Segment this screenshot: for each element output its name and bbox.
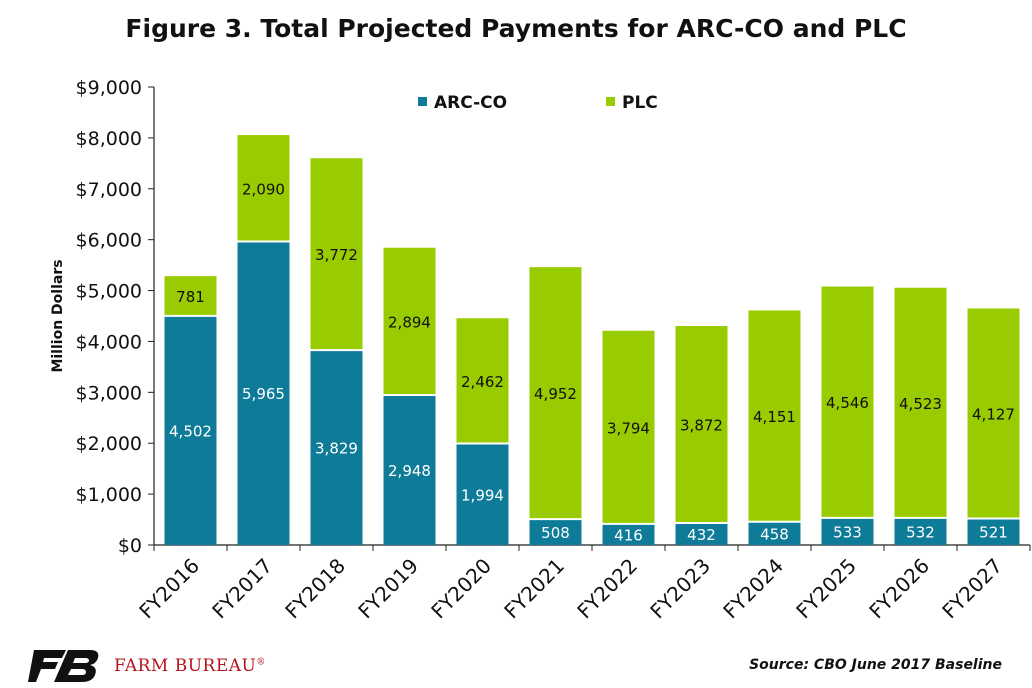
data-label-plc: 781 [176,288,205,306]
data-label-arc-co: 416 [614,526,643,544]
farm-bureau-logo: FARM BUREAU® [28,648,266,684]
y-tick-label: $5,000 [76,281,142,303]
data-label-arc-co: 508 [541,524,570,542]
x-tick-label: FY2016 [134,554,204,624]
data-label-plc: 4,151 [753,408,796,426]
x-tick-label: FY2021 [499,554,569,624]
data-label-plc: 2,894 [388,313,431,331]
data-label-arc-co: 3,829 [315,440,358,458]
legend-label: ARC-CO [434,93,507,113]
data-label-plc: 4,952 [534,385,577,403]
x-tick-label: FY2018 [280,554,350,624]
data-label-plc: 4,546 [826,394,869,412]
legend-swatch [606,97,615,106]
data-label-plc: 3,794 [607,419,650,437]
y-tick-label: $7,000 [76,179,142,201]
data-label-arc-co: 533 [833,523,862,541]
x-tick-label: FY2017 [207,554,277,624]
farm-bureau-wordmark: FARM BUREAU® [114,656,266,676]
source-note: Source: CBO June 2017 Baseline [749,657,1002,673]
x-tick-label: FY2022 [572,554,642,624]
legend-label: PLC [622,93,658,113]
x-tick-label: FY2027 [937,554,1007,624]
data-label-plc: 4,523 [899,395,942,413]
x-tick-label: FY2020 [426,554,496,624]
data-label-arc-co: 2,948 [388,462,431,480]
data-label-plc: 2,462 [461,373,504,391]
stacked-bar-chart: $0 $1,000 $2,000 $3,000 $4,000 $5,000 $6,000 $7… [0,0,1032,688]
y-tick-label: $1,000 [76,484,142,506]
data-label-plc: 3,772 [315,246,358,264]
x-tick-label: FY2025 [791,554,861,624]
y-tick-label: $6,000 [76,230,142,252]
data-label-arc-co: 5,965 [242,385,285,403]
legend-swatch [418,97,427,106]
data-label-arc-co: 4,502 [169,422,212,440]
y-axis-title: Million Dollars [50,259,66,372]
y-tick-label: $9,000 [76,77,142,99]
y-tick-label: $4,000 [76,331,142,353]
y-tick-label: $0 [118,535,142,557]
data-label-arc-co: 1,994 [461,486,504,504]
x-tick-label: FY2019 [353,554,423,624]
y-tick-label: $2,000 [76,433,142,455]
data-label-arc-co: 532 [906,523,935,541]
data-label-plc: 3,872 [680,416,723,434]
y-tick-label: $3,000 [76,382,142,404]
fb-logo-icon [28,648,102,684]
data-label-arc-co: 432 [687,526,716,544]
x-tick-label: FY2024 [718,554,788,624]
data-label-plc: 4,127 [972,405,1015,423]
y-tick-label: $8,000 [76,128,142,150]
data-label-plc: 2,090 [242,180,285,198]
x-tick-label: FY2026 [864,554,934,624]
x-tick-label: FY2023 [645,554,715,624]
data-label-arc-co: 458 [760,525,789,543]
data-label-arc-co: 521 [979,524,1008,542]
